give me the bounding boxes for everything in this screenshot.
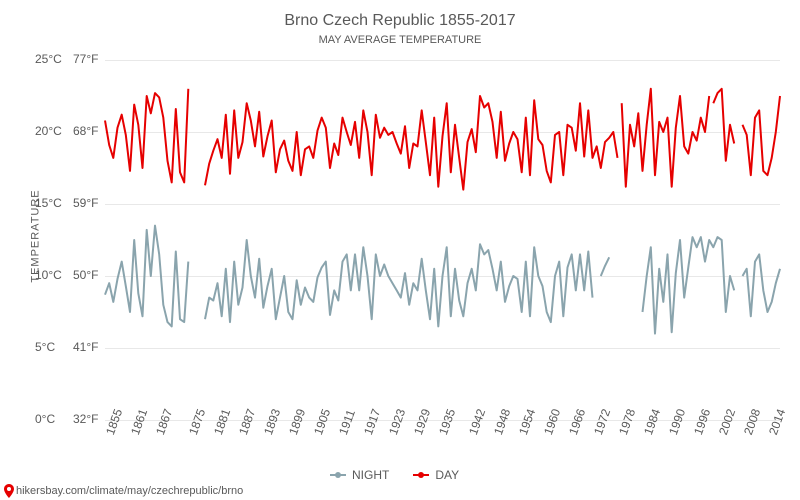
series-night bbox=[105, 226, 188, 327]
series-day bbox=[713, 89, 734, 161]
y-tick-c: 25°C bbox=[35, 52, 62, 66]
y-tick-c: 20°C bbox=[35, 124, 62, 138]
series-night bbox=[743, 254, 781, 316]
legend-label: DAY bbox=[435, 468, 459, 482]
y-tick-f: 41°F bbox=[73, 340, 98, 354]
chart-title: Brno Czech Republic 1855-2017 bbox=[284, 12, 515, 30]
legend-swatch bbox=[413, 474, 429, 476]
y-tick-f: 77°F bbox=[73, 52, 98, 66]
legend-item-day: DAY bbox=[413, 468, 459, 482]
line-plot bbox=[105, 60, 780, 420]
series-night bbox=[643, 237, 735, 334]
y-tick-f: 32°F bbox=[73, 412, 98, 426]
series-night bbox=[205, 240, 593, 326]
legend-label: NIGHT bbox=[352, 468, 389, 482]
series-night bbox=[601, 257, 609, 276]
y-tick-c: 15°C bbox=[35, 196, 62, 210]
series-day bbox=[743, 96, 781, 175]
y-tick-c: 0°C bbox=[35, 412, 55, 426]
y-tick-c: 5°C bbox=[35, 340, 55, 354]
series-day bbox=[622, 89, 710, 187]
series-day bbox=[105, 89, 188, 183]
legend-item-night: NIGHT bbox=[330, 468, 389, 482]
legend: NIGHT DAY bbox=[330, 468, 459, 482]
y-tick-f: 68°F bbox=[73, 124, 98, 138]
chart-subtitle: MAY AVERAGE TEMPERATURE bbox=[319, 34, 482, 46]
legend-swatch bbox=[330, 474, 346, 476]
attribution-footer: hikersbay.com/climate/may/czechrepublic/… bbox=[4, 484, 243, 498]
y-tick-c: 10°C bbox=[35, 268, 62, 282]
series-day bbox=[205, 96, 618, 190]
y-tick-f: 50°F bbox=[73, 268, 98, 282]
y-tick-f: 59°F bbox=[73, 196, 98, 210]
map-pin-icon bbox=[4, 484, 14, 498]
attribution-url: hikersbay.com/climate/may/czechrepublic/… bbox=[16, 485, 243, 497]
